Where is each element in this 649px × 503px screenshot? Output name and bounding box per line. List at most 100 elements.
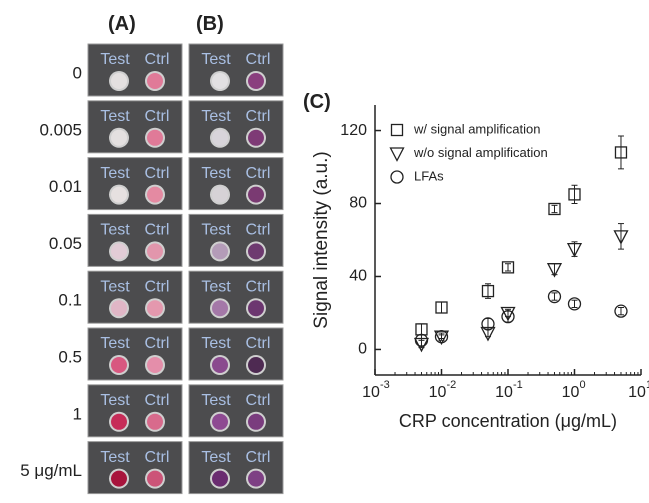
row-label: 0.01 xyxy=(49,177,82,196)
strip-photo xyxy=(87,100,183,154)
strip-label: Test xyxy=(100,165,130,182)
legend-marker xyxy=(390,123,404,137)
marker xyxy=(548,202,561,216)
y-tick-label: 0 xyxy=(358,341,367,358)
test-line xyxy=(212,357,228,373)
row-label: 0.1 xyxy=(58,291,82,310)
error-bar xyxy=(418,323,425,336)
strip-photo xyxy=(188,157,284,211)
strip-photo xyxy=(188,270,284,324)
strip-label: Test xyxy=(201,222,231,239)
strip-photo xyxy=(188,100,284,154)
error-bar xyxy=(617,307,624,316)
marker xyxy=(501,261,515,274)
test-line xyxy=(111,243,127,260)
marker xyxy=(414,333,429,347)
x-tick-sup: -3 xyxy=(380,379,390,391)
strip-photo xyxy=(188,441,284,495)
error-bar xyxy=(617,223,624,250)
row-label: 0.5 xyxy=(58,347,82,366)
strip-photo xyxy=(87,213,183,267)
error-bar xyxy=(438,332,445,341)
control-line xyxy=(147,186,163,203)
error-bar xyxy=(551,204,558,214)
strip-label: Test xyxy=(100,335,130,352)
error-bar xyxy=(571,184,578,205)
strip-label: Ctrl xyxy=(246,335,271,352)
strip-photo xyxy=(87,43,183,97)
legend-marker xyxy=(389,147,405,162)
test-line xyxy=(111,470,127,487)
marker xyxy=(613,230,629,245)
strip-label: Test xyxy=(201,108,231,125)
marker xyxy=(501,309,515,324)
control-line xyxy=(248,73,264,89)
test-line xyxy=(212,73,228,89)
control-line xyxy=(248,300,264,317)
strip-photo xyxy=(188,213,284,267)
x-tick-label: 10 xyxy=(562,384,580,401)
legend-label: w/ signal amplification xyxy=(413,121,540,136)
strip-photo xyxy=(87,157,183,211)
marker xyxy=(481,284,495,298)
test-line xyxy=(212,413,228,430)
strip-label: Test xyxy=(100,449,130,466)
strip-label: Ctrl xyxy=(246,449,271,466)
strip-label: Test xyxy=(100,222,130,239)
panel-label: (C) xyxy=(303,91,331,113)
strip-label: Ctrl xyxy=(246,222,271,239)
control-line xyxy=(147,357,163,373)
strip-photo xyxy=(188,43,284,97)
error-bar xyxy=(571,299,578,308)
strip-label: Ctrl xyxy=(145,222,170,239)
error-bar xyxy=(438,301,445,314)
x-tick-sup: 1 xyxy=(646,379,649,391)
control-line xyxy=(147,470,163,487)
strip-label: Test xyxy=(201,51,231,68)
strip-label: Ctrl xyxy=(145,108,170,125)
strip-photo xyxy=(188,327,284,381)
strip-label: Test xyxy=(201,165,231,182)
strip-photo xyxy=(87,441,183,495)
strip-label: Ctrl xyxy=(145,165,170,182)
legend-marker xyxy=(390,170,404,184)
row-label: 0.05 xyxy=(49,234,82,253)
error-bar xyxy=(617,135,624,170)
marker xyxy=(567,297,582,311)
test-line xyxy=(212,186,228,203)
panel-label: (B) xyxy=(196,13,224,35)
legend-label: w/o signal amplification xyxy=(413,145,548,160)
x-axis-label: CRP concentration (μg/mL) xyxy=(399,411,617,431)
control-line xyxy=(248,243,264,260)
strip-label: Test xyxy=(201,392,231,409)
test-line xyxy=(212,243,228,260)
control-line xyxy=(248,413,264,430)
x-tick-sup: -2 xyxy=(447,379,457,391)
strip-label: Test xyxy=(201,278,231,295)
y-tick-label: 40 xyxy=(349,268,367,285)
x-tick-label: 10 xyxy=(429,384,447,401)
marker xyxy=(546,263,563,278)
y-axis-label: Signal intensity (a.u.) xyxy=(311,151,332,328)
strip-photo xyxy=(87,270,183,324)
test-line xyxy=(111,357,127,373)
legend-label: LFAs xyxy=(414,168,444,183)
test-line xyxy=(212,300,228,317)
marker xyxy=(568,188,581,201)
strip-label: Ctrl xyxy=(246,108,271,125)
row-label: 1 xyxy=(73,404,82,423)
strip-label: Ctrl xyxy=(145,51,170,68)
control-line xyxy=(147,243,163,260)
strip-label: Ctrl xyxy=(246,278,271,295)
strip-photo xyxy=(87,327,183,381)
x-tick-sup: -1 xyxy=(513,379,523,391)
strip-photo xyxy=(188,384,284,438)
strip-label: Ctrl xyxy=(145,392,170,409)
marker xyxy=(500,306,516,322)
test-line xyxy=(111,73,127,89)
marker xyxy=(566,242,583,258)
strip-label: Test xyxy=(201,335,231,352)
marker xyxy=(435,301,448,314)
strip-label: Ctrl xyxy=(145,335,170,352)
